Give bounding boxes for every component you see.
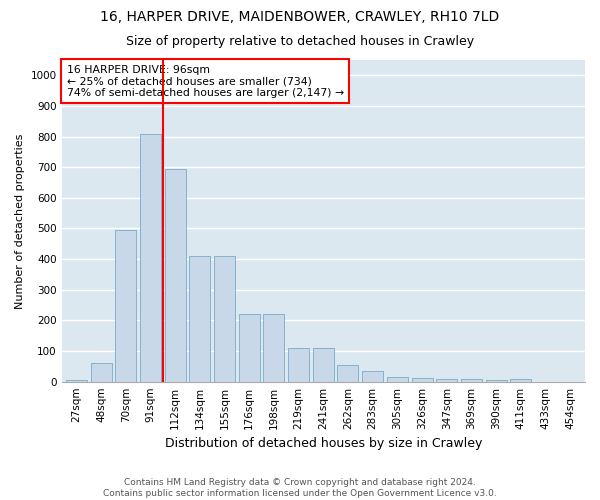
Bar (387, 377, 408, 382)
Text: Contains HM Land Registry data © Crown copyright and database right 2024.
Contai: Contains HM Land Registry data © Crown c… (103, 478, 497, 498)
X-axis label: Distribution of detached houses by size in Crawley: Distribution of detached houses by size … (164, 437, 482, 450)
Bar (263, 314, 284, 382)
Bar (362, 371, 383, 382)
Bar (115, 230, 136, 382)
Bar (214, 256, 235, 382)
Bar (239, 314, 260, 382)
Bar (461, 379, 482, 382)
Text: 16 HARPER DRIVE: 96sqm
← 25% of detached houses are smaller (734)
74% of semi-de: 16 HARPER DRIVE: 96sqm ← 25% of detached… (67, 65, 344, 98)
Bar (511, 378, 531, 382)
Bar (288, 348, 309, 382)
Bar (190, 256, 211, 382)
Bar (313, 348, 334, 382)
Bar (436, 378, 457, 382)
Text: 16, HARPER DRIVE, MAIDENBOWER, CRAWLEY, RH10 7LD: 16, HARPER DRIVE, MAIDENBOWER, CRAWLEY, … (100, 10, 500, 24)
Bar (164, 169, 185, 382)
Text: Size of property relative to detached houses in Crawley: Size of property relative to detached ho… (126, 35, 474, 48)
Bar (485, 380, 506, 382)
Bar (91, 364, 112, 382)
Bar (66, 380, 87, 382)
Bar (140, 134, 161, 382)
Y-axis label: Number of detached properties: Number of detached properties (15, 133, 25, 308)
Bar (337, 365, 358, 382)
Bar (412, 378, 433, 382)
